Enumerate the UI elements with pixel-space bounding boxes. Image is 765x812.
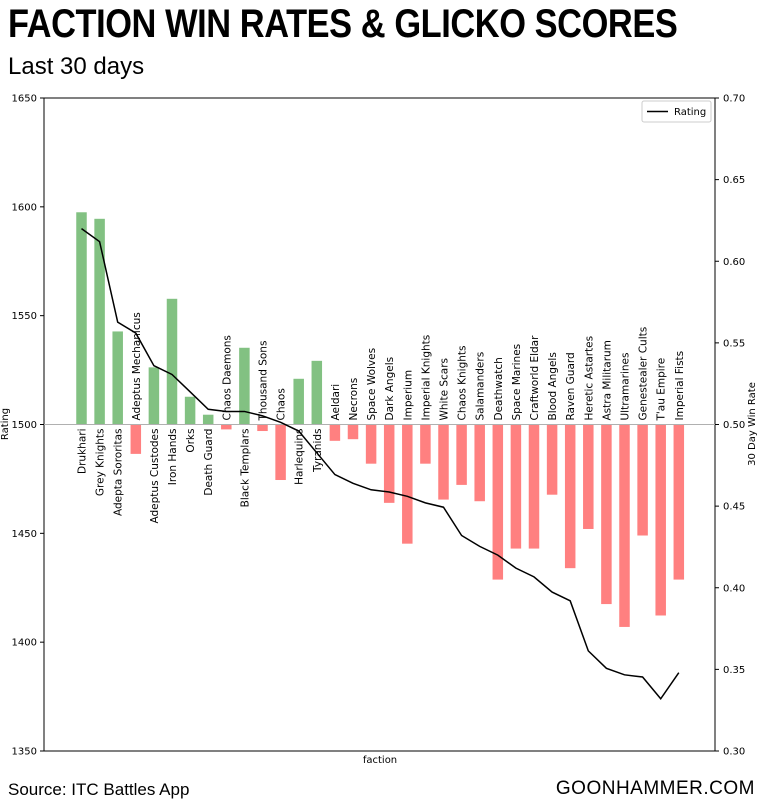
category-label: Deathwatch <box>493 357 505 420</box>
win-rate-bar <box>275 424 286 481</box>
chart-subtitle: Last 30 days <box>8 53 145 80</box>
left-tick-label: 1500 <box>12 420 37 431</box>
left-tick-label: 1450 <box>12 529 37 540</box>
category-label: White Scars <box>439 358 451 421</box>
win-rate-bar <box>76 212 87 425</box>
left-tick-label: 1600 <box>12 202 37 213</box>
category-label: Grey Knights <box>95 429 107 497</box>
category-label: Chaos <box>276 388 288 420</box>
category-label: Thousand Sons <box>258 341 270 422</box>
category-label: Black Templars <box>239 429 251 508</box>
category-label: Adeptus Mechanicus <box>131 312 143 420</box>
win-rate-bar <box>148 367 160 425</box>
win-rate-bar <box>474 424 485 502</box>
category-label: Imperium <box>402 370 414 421</box>
win-rate-bar <box>383 424 395 503</box>
win-rate-bar <box>583 424 594 529</box>
win-rate-bar <box>130 424 142 454</box>
win-rate-bar <box>655 424 666 616</box>
category-label: Aeldari <box>330 384 342 421</box>
x-axis-label: faction <box>363 755 397 766</box>
win-rate-bar <box>619 424 630 627</box>
win-rate-bar <box>637 424 648 536</box>
category-label: Necrons <box>348 378 360 421</box>
win-rate-bar <box>420 424 431 464</box>
win-rate-bar <box>510 424 522 549</box>
win-rate-bar <box>94 218 105 425</box>
win-rate-bar <box>456 424 467 485</box>
win-rate-bar <box>112 331 123 425</box>
category-label: Orks <box>185 429 197 453</box>
left-tick-label: 1400 <box>12 638 37 649</box>
win-rate-bar <box>438 424 449 500</box>
right-tick-label: 0.45 <box>723 502 745 513</box>
win-rate-bar <box>329 424 341 441</box>
category-label: Iron Hands <box>167 429 179 486</box>
left-axis-label: Rating <box>0 408 11 440</box>
win-rate-bar <box>166 298 178 425</box>
left-tick-label: 1550 <box>12 311 37 322</box>
win-rate-bar <box>601 424 612 605</box>
category-label: Craftworld Eldar <box>529 335 541 421</box>
right-axis-label: 30 Day Win Rate <box>747 382 758 466</box>
category-label: Genestealer Cults <box>638 327 650 421</box>
category-label: Space Marines <box>511 344 523 421</box>
win-rate-bar <box>184 396 196 425</box>
win-rate-bar <box>492 424 504 580</box>
category-label: Drukhari <box>77 429 89 474</box>
brand-watermark: GOONHAMMER.COM <box>555 778 755 799</box>
win-rate-bar <box>221 424 232 430</box>
category-label: Astra Militarum <box>601 340 613 420</box>
win-rate-bar <box>257 424 268 432</box>
right-tick-label: 0.30 <box>723 747 745 758</box>
right-tick-label: 0.65 <box>723 175 745 186</box>
left-tick-label: 1350 <box>12 747 37 758</box>
category-label: Imperial Fists <box>674 351 686 421</box>
category-label: Imperial Knights <box>420 335 432 421</box>
right-tick-label: 0.40 <box>723 583 745 594</box>
win-rate-bar <box>293 378 304 425</box>
chart-title: FACTION WIN RATES & GLICKO SCORES <box>8 2 678 46</box>
right-tick-label: 0.55 <box>723 338 745 349</box>
win-rate-bar <box>546 424 558 495</box>
category-label: Adeptus Custodes <box>149 429 161 524</box>
win-rate-bar <box>202 414 214 425</box>
category-label: T'au Empire <box>656 358 668 422</box>
source-note: Source: ITC Battles App <box>8 780 190 799</box>
category-label: Blood Angels <box>547 352 559 420</box>
category-label: Salamanders <box>475 352 487 421</box>
left-tick-label: 1650 <box>12 94 37 105</box>
win-rate-bar <box>528 424 540 549</box>
win-rate-bar <box>365 424 377 464</box>
category-label: Raven Guard <box>565 352 577 420</box>
category-label: Heretic Astartes <box>583 336 595 421</box>
win-rate-bar <box>347 424 359 440</box>
win-rate-bar <box>402 424 413 544</box>
win-rate-bar <box>311 360 323 425</box>
category-label: Ultramarines <box>620 353 632 421</box>
legend-label: Rating <box>674 107 706 118</box>
category-label: Chaos Knights <box>457 345 469 420</box>
category-label: Harlequins <box>294 429 306 485</box>
category-label: Dark Angels <box>384 357 396 421</box>
win-rate-bar <box>564 424 576 569</box>
right-tick-label: 0.50 <box>723 420 745 431</box>
right-tick-label: 0.35 <box>723 665 745 676</box>
right-tick-label: 0.70 <box>723 94 745 105</box>
category-label: Death Guard <box>203 429 215 496</box>
category-label: Adepta Sororitas <box>113 429 125 517</box>
right-tick-label: 0.60 <box>723 257 745 268</box>
legend-box <box>641 100 712 123</box>
win-rate-bar <box>239 347 250 425</box>
win-rate-bar <box>673 424 685 580</box>
category-label: Tyranids <box>312 429 324 473</box>
rating-line <box>81 227 680 700</box>
category-label: Chaos Daemons <box>221 335 233 420</box>
category-label: Space Wolves <box>366 348 378 421</box>
